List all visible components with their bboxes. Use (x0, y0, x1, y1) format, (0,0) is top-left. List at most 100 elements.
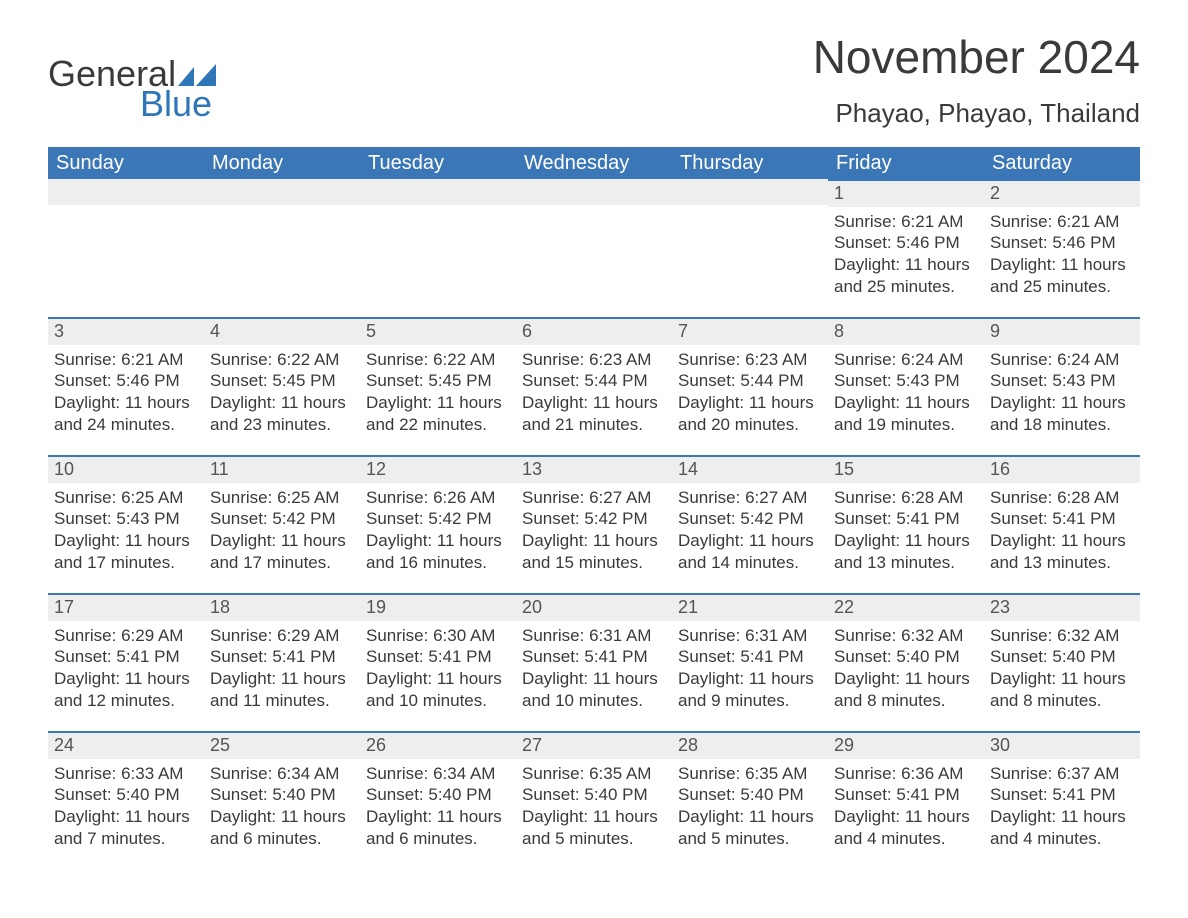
weekday-header: Monday (204, 147, 360, 179)
calendar-table: Sunday Monday Tuesday Wednesday Thursday… (48, 147, 1140, 869)
sunset-text: Sunset: 5:43 PM (834, 370, 978, 392)
day-number: 17 (48, 593, 204, 621)
calendar-cell: 5Sunrise: 6:22 AMSunset: 5:45 PMDaylight… (360, 317, 516, 455)
daylight-text: Daylight: 11 hours and 15 minutes. (522, 530, 666, 574)
day-number: 25 (204, 731, 360, 759)
sunset-text: Sunset: 5:40 PM (210, 784, 354, 806)
day-number: 23 (984, 593, 1140, 621)
calendar-cell: 30Sunrise: 6:37 AMSunset: 5:41 PMDayligh… (984, 731, 1140, 869)
day-number: 1 (828, 179, 984, 207)
calendar-cell: 9Sunrise: 6:24 AMSunset: 5:43 PMDaylight… (984, 317, 1140, 455)
day-details: Sunrise: 6:29 AMSunset: 5:41 PMDaylight:… (204, 621, 360, 716)
day-number: 19 (360, 593, 516, 621)
sunrise-text: Sunrise: 6:25 AM (210, 487, 354, 509)
day-details: Sunrise: 6:32 AMSunset: 5:40 PMDaylight:… (984, 621, 1140, 716)
calendar-cell: 8Sunrise: 6:24 AMSunset: 5:43 PMDaylight… (828, 317, 984, 455)
day-number: 30 (984, 731, 1140, 759)
weekday-header: Sunday (48, 147, 204, 179)
calendar-cell: 29Sunrise: 6:36 AMSunset: 5:41 PMDayligh… (828, 731, 984, 869)
day-details: Sunrise: 6:22 AMSunset: 5:45 PMDaylight:… (360, 345, 516, 440)
daylight-text: Daylight: 11 hours and 14 minutes. (678, 530, 822, 574)
day-number: 13 (516, 455, 672, 483)
calendar-cell: 1Sunrise: 6:21 AMSunset: 5:46 PMDaylight… (828, 179, 984, 317)
calendar-week-row: 17Sunrise: 6:29 AMSunset: 5:41 PMDayligh… (48, 593, 1140, 731)
day-details: Sunrise: 6:35 AMSunset: 5:40 PMDaylight:… (672, 759, 828, 854)
sunset-text: Sunset: 5:42 PM (522, 508, 666, 530)
daylight-text: Daylight: 11 hours and 10 minutes. (522, 668, 666, 712)
daylight-text: Daylight: 11 hours and 13 minutes. (834, 530, 978, 574)
sunset-text: Sunset: 5:41 PM (834, 508, 978, 530)
calendar-cell: 10Sunrise: 6:25 AMSunset: 5:43 PMDayligh… (48, 455, 204, 593)
day-details: Sunrise: 6:21 AMSunset: 5:46 PMDaylight:… (828, 207, 984, 302)
day-details: Sunrise: 6:24 AMSunset: 5:43 PMDaylight:… (828, 345, 984, 440)
daylight-text: Daylight: 11 hours and 25 minutes. (834, 254, 978, 298)
calendar-cell: 27Sunrise: 6:35 AMSunset: 5:40 PMDayligh… (516, 731, 672, 869)
calendar-week-row: 3Sunrise: 6:21 AMSunset: 5:46 PMDaylight… (48, 317, 1140, 455)
sunset-text: Sunset: 5:41 PM (210, 646, 354, 668)
calendar-cell (204, 179, 360, 317)
sunset-text: Sunset: 5:46 PM (54, 370, 198, 392)
weekday-header: Tuesday (360, 147, 516, 179)
day-details: Sunrise: 6:27 AMSunset: 5:42 PMDaylight:… (672, 483, 828, 578)
calendar-cell (48, 179, 204, 317)
day-number: 28 (672, 731, 828, 759)
day-details: Sunrise: 6:21 AMSunset: 5:46 PMDaylight:… (48, 345, 204, 440)
sunset-text: Sunset: 5:41 PM (366, 646, 510, 668)
sunrise-text: Sunrise: 6:33 AM (54, 763, 198, 785)
calendar-cell: 12Sunrise: 6:26 AMSunset: 5:42 PMDayligh… (360, 455, 516, 593)
calendar-week-row: 1Sunrise: 6:21 AMSunset: 5:46 PMDaylight… (48, 179, 1140, 317)
sunrise-text: Sunrise: 6:23 AM (522, 349, 666, 371)
daylight-text: Daylight: 11 hours and 8 minutes. (990, 668, 1134, 712)
daylight-text: Daylight: 11 hours and 17 minutes. (210, 530, 354, 574)
daylight-text: Daylight: 11 hours and 11 minutes. (210, 668, 354, 712)
day-details: Sunrise: 6:25 AMSunset: 5:42 PMDaylight:… (204, 483, 360, 578)
sunset-text: Sunset: 5:40 PM (990, 646, 1134, 668)
sunset-text: Sunset: 5:41 PM (54, 646, 198, 668)
weekday-header: Wednesday (516, 147, 672, 179)
sunset-text: Sunset: 5:41 PM (990, 784, 1134, 806)
empty-day-bar (360, 179, 516, 205)
calendar-cell: 18Sunrise: 6:29 AMSunset: 5:41 PMDayligh… (204, 593, 360, 731)
calendar-page: General Blue November 2024 Phayao, Phaya… (0, 0, 1188, 918)
calendar-cell: 6Sunrise: 6:23 AMSunset: 5:44 PMDaylight… (516, 317, 672, 455)
sunset-text: Sunset: 5:41 PM (522, 646, 666, 668)
sunset-text: Sunset: 5:44 PM (678, 370, 822, 392)
weekday-header-row: Sunday Monday Tuesday Wednesday Thursday… (48, 147, 1140, 179)
day-details: Sunrise: 6:31 AMSunset: 5:41 PMDaylight:… (672, 621, 828, 716)
sunset-text: Sunset: 5:45 PM (366, 370, 510, 392)
day-number: 8 (828, 317, 984, 345)
sunset-text: Sunset: 5:41 PM (834, 784, 978, 806)
sunset-text: Sunset: 5:40 PM (678, 784, 822, 806)
daylight-text: Daylight: 11 hours and 5 minutes. (678, 806, 822, 850)
month-title: November 2024 (813, 30, 1140, 84)
day-details: Sunrise: 6:37 AMSunset: 5:41 PMDaylight:… (984, 759, 1140, 854)
day-details: Sunrise: 6:22 AMSunset: 5:45 PMDaylight:… (204, 345, 360, 440)
calendar-cell: 16Sunrise: 6:28 AMSunset: 5:41 PMDayligh… (984, 455, 1140, 593)
sunrise-text: Sunrise: 6:32 AM (990, 625, 1134, 647)
calendar-cell (672, 179, 828, 317)
daylight-text: Daylight: 11 hours and 9 minutes. (678, 668, 822, 712)
daylight-text: Daylight: 11 hours and 16 minutes. (366, 530, 510, 574)
weekday-header: Friday (828, 147, 984, 179)
day-number: 5 (360, 317, 516, 345)
calendar-week-row: 10Sunrise: 6:25 AMSunset: 5:43 PMDayligh… (48, 455, 1140, 593)
empty-day-bar (672, 179, 828, 205)
calendar-cell: 25Sunrise: 6:34 AMSunset: 5:40 PMDayligh… (204, 731, 360, 869)
day-number: 16 (984, 455, 1140, 483)
sunrise-text: Sunrise: 6:29 AM (210, 625, 354, 647)
day-details: Sunrise: 6:26 AMSunset: 5:42 PMDaylight:… (360, 483, 516, 578)
sunset-text: Sunset: 5:44 PM (522, 370, 666, 392)
sunrise-text: Sunrise: 6:24 AM (990, 349, 1134, 371)
calendar-cell: 3Sunrise: 6:21 AMSunset: 5:46 PMDaylight… (48, 317, 204, 455)
sunset-text: Sunset: 5:40 PM (366, 784, 510, 806)
day-details: Sunrise: 6:25 AMSunset: 5:43 PMDaylight:… (48, 483, 204, 578)
daylight-text: Daylight: 11 hours and 17 minutes. (54, 530, 198, 574)
day-details: Sunrise: 6:32 AMSunset: 5:40 PMDaylight:… (828, 621, 984, 716)
sunrise-text: Sunrise: 6:36 AM (834, 763, 978, 785)
calendar-cell: 2Sunrise: 6:21 AMSunset: 5:46 PMDaylight… (984, 179, 1140, 317)
day-details: Sunrise: 6:27 AMSunset: 5:42 PMDaylight:… (516, 483, 672, 578)
weekday-header: Saturday (984, 147, 1140, 179)
day-number: 2 (984, 179, 1140, 207)
daylight-text: Daylight: 11 hours and 24 minutes. (54, 392, 198, 436)
sunrise-text: Sunrise: 6:34 AM (210, 763, 354, 785)
